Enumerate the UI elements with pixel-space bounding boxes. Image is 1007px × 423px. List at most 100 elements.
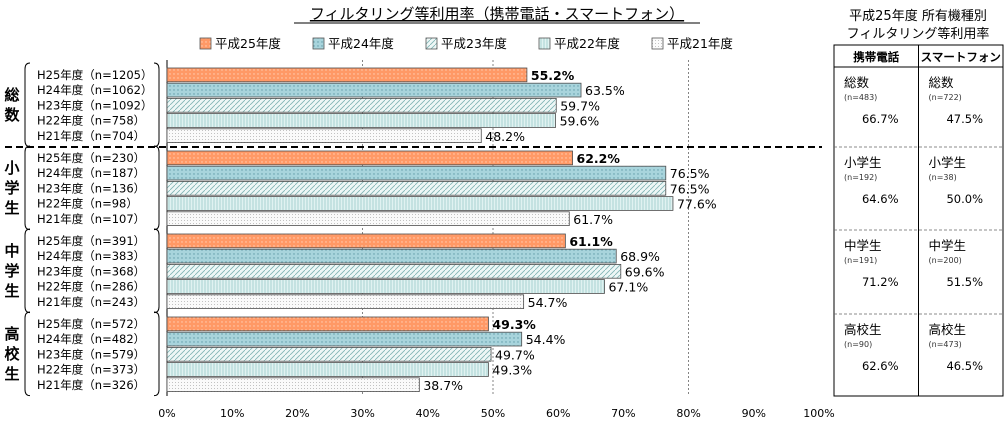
legend-label: 平成25年度: [215, 36, 281, 51]
legend-swatch: [651, 37, 664, 50]
legend-swatch: [538, 37, 551, 50]
data-label: 69.6%: [625, 264, 665, 279]
side-table-cell-value: 71.2%: [862, 275, 899, 289]
side-table-cell-label: 高校生: [929, 322, 967, 337]
side-table-cell-label: 総数: [844, 75, 870, 90]
side-table-column-header: スマートフォン: [921, 50, 1001, 64]
side-table-title-line1: 平成25年度 所有機種別: [849, 8, 987, 24]
category-label: H22年度（n=373）: [37, 363, 145, 377]
bar: [166, 180, 667, 196]
side-table-cell-n: (n=191): [844, 256, 877, 265]
group-label: 中学生: [4, 242, 19, 300]
x-tick-label: 90%: [742, 407, 766, 420]
data-label: 59.6%: [560, 114, 600, 129]
bar: [166, 113, 556, 128]
side-table-cell-n: (n=192): [844, 173, 877, 182]
side-table-cell-n: (n=473): [929, 340, 962, 349]
data-label: 61.7%: [573, 212, 613, 227]
side-table-cell-n: (n=200): [929, 256, 962, 265]
x-tick-label: 70%: [611, 407, 635, 420]
x-tick-label: 20%: [285, 407, 309, 420]
legend-label: 平成24年度: [328, 36, 394, 51]
bar: [166, 346, 492, 362]
bracket-left: [24, 311, 31, 397]
data-label: 59.7%: [560, 98, 600, 113]
legend: 平成25年度 平成24年度 平成23年度 平成22年度 平成21年度: [199, 36, 733, 51]
data-label: 49.3%: [492, 363, 532, 378]
bar: [166, 331, 523, 347]
legend-swatch: [312, 37, 325, 50]
bracket-left: [24, 228, 31, 314]
legend-swatch: [425, 37, 438, 50]
bracket-left: [24, 62, 31, 148]
category-label: H21年度（n=107）: [37, 212, 145, 226]
category-label: H21年度（n=243）: [37, 295, 145, 309]
side-table-column-header: 携帯電話: [853, 50, 899, 64]
bar: [166, 362, 489, 377]
legend-label: 平成21年度: [667, 36, 733, 51]
bar: [166, 211, 570, 227]
side-table-cell-value: 47.5%: [946, 112, 983, 126]
bracket-right: [153, 145, 160, 231]
side-table-cell-n: (n=722): [929, 93, 962, 102]
data-label: 62.2%: [577, 151, 621, 166]
data-label: 48.2%: [485, 129, 525, 144]
bracket-right: [153, 62, 160, 148]
side-table-cell-label: 中学生: [844, 238, 882, 253]
x-tick-label: 60%: [546, 407, 570, 420]
side-table-cell-value: 62.6%: [862, 359, 899, 373]
bars: 55.2% 63.5%59.7%59.6% 48.2% 62.2% 76.5%76.5%…: [166, 67, 717, 393]
bar: [166, 377, 420, 392]
side-table-cell-n: (n=483): [844, 93, 877, 102]
side-table-cell-value: 50.0%: [946, 192, 983, 206]
data-label: 68.9%: [620, 249, 660, 264]
category-label: H21年度（n=326）: [37, 378, 145, 392]
bar: [166, 294, 525, 309]
data-label: 77.6%: [677, 197, 717, 212]
data-label: 67.1%: [608, 280, 648, 295]
legend-swatch: [199, 37, 212, 50]
data-label: 61.1%: [569, 234, 613, 249]
category-label: H25年度（n=230）: [37, 151, 145, 165]
data-label: 49.7%: [495, 347, 535, 362]
bracket-right: [153, 228, 160, 314]
side-table-cell-label: 小学生: [929, 155, 967, 170]
bar: [166, 263, 622, 279]
x-tick-label: 30%: [350, 407, 374, 420]
category-label: H23年度（n=579）: [37, 347, 145, 361]
category-label: H24年度（n=482）: [37, 332, 145, 346]
category-label: H23年度（n=1092）: [37, 98, 152, 112]
x-axis-tick-labels: 0% 10% 20% 30% 40% 50% 60% 70% 80% 90% 100%: [158, 407, 834, 420]
data-label: 38.7%: [423, 378, 463, 393]
bar: [166, 316, 489, 332]
bar: [166, 150, 573, 166]
bar: [166, 128, 482, 144]
category-label: H24年度（n=383）: [37, 249, 145, 263]
category-label: H24年度（n=187）: [37, 166, 145, 180]
legend-label: 平成22年度: [554, 36, 620, 51]
group-label: 総数: [4, 86, 20, 124]
data-label: 55.2%: [531, 68, 575, 83]
bracket-right: [153, 311, 160, 397]
x-tick-label: 10%: [220, 407, 244, 420]
side-table-cell-value: 64.6%: [862, 192, 899, 206]
chart-title: フィルタリング等利用率（携帯電話・スマートフォン）: [310, 5, 684, 23]
category-label: H25年度（n=1205）: [37, 68, 152, 82]
category-label: H21年度（n=704）: [37, 129, 145, 143]
side-table-cell-label: 総数: [929, 75, 955, 90]
legend-label: 平成23年度: [441, 36, 507, 51]
group-label: 小学生: [4, 159, 19, 217]
side-table-cell-n: (n=90): [844, 340, 872, 349]
data-label: 54.4%: [526, 332, 566, 347]
category-label: H23年度（n=368）: [37, 264, 145, 278]
x-tick-label: 80%: [676, 407, 700, 420]
category-label: H22年度（n=98）: [37, 197, 138, 211]
x-tick-label: 50%: [481, 407, 505, 420]
category-label: H22年度（n=758）: [37, 114, 145, 128]
bar: [166, 98, 557, 113]
category-label: H24年度（n=1062）: [37, 83, 152, 97]
data-label: 49.3%: [492, 317, 536, 332]
data-label: 63.5%: [585, 83, 625, 98]
